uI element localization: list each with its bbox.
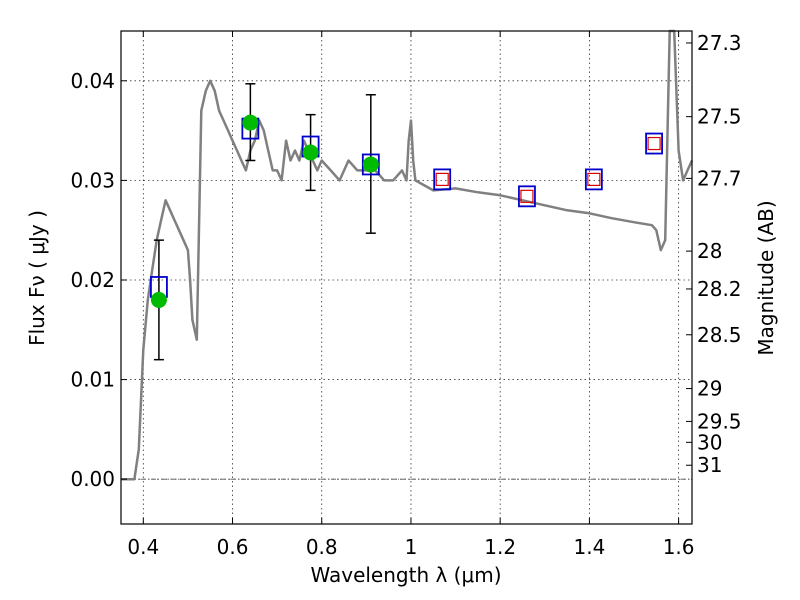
right-tick-label: 30 xyxy=(697,430,722,454)
right-tick-label: 27.3 xyxy=(697,31,742,55)
model-point xyxy=(587,172,601,186)
plot-background xyxy=(121,31,692,524)
detection-point xyxy=(362,156,379,173)
model-point xyxy=(520,189,534,203)
detections xyxy=(150,114,379,308)
y-tick-label: 0.02 xyxy=(70,268,115,292)
right-tick-label: 27.7 xyxy=(697,166,742,190)
detection-point xyxy=(302,144,319,161)
x-tick-label: 1 xyxy=(405,535,418,559)
x-tick-label: 1.6 xyxy=(663,535,695,559)
y-tick-label: 0.01 xyxy=(70,368,115,392)
y-tick-label: 0.04 xyxy=(70,69,115,93)
right-tick-label: 28 xyxy=(697,239,722,263)
model-points xyxy=(435,136,661,203)
x-axis-ticks: 0.4 0.6 0.8 1 1.2 1.4 1.6 xyxy=(127,31,695,559)
x-tick-label: 1.4 xyxy=(573,535,605,559)
x-axis-label: Wavelength λ (μm) xyxy=(310,563,501,587)
model-point xyxy=(647,136,661,151)
right-tick-label: 28.5 xyxy=(697,323,742,347)
y-tick-label: 0.00 xyxy=(70,467,115,491)
right-tick-label: 29 xyxy=(697,377,722,401)
photometry-box xyxy=(433,168,452,191)
right-tick-label: 29.5 xyxy=(697,409,742,433)
grid xyxy=(121,31,692,524)
photometry-box xyxy=(584,168,603,191)
y-axis-label: Flux Fν ( μJy ) xyxy=(25,210,49,346)
right-tick-label: 31 xyxy=(697,453,722,477)
photometry-box xyxy=(645,132,663,155)
plot-frame xyxy=(120,30,693,525)
y-axis-ticks: 0.00 0.01 0.02 0.03 0.04 xyxy=(70,69,127,491)
detection-point xyxy=(150,291,167,308)
y-tick-label: 0.03 xyxy=(70,168,115,192)
photometry-box xyxy=(518,185,536,208)
x-tick-label: 0.4 xyxy=(127,535,159,559)
x-tick-label: 1.2 xyxy=(484,535,516,559)
x-tick-label: 0.8 xyxy=(306,535,338,559)
sed-line xyxy=(121,29,694,481)
right-tick-label: 27.5 xyxy=(697,105,742,129)
sed-curve xyxy=(121,29,694,481)
detection-point xyxy=(242,114,259,131)
x-tick-label: 0.6 xyxy=(217,535,249,559)
right-tick-label: 28.2 xyxy=(697,277,742,301)
model-point xyxy=(435,172,449,186)
right-axis-label: Magnitude (AB) xyxy=(754,200,778,355)
